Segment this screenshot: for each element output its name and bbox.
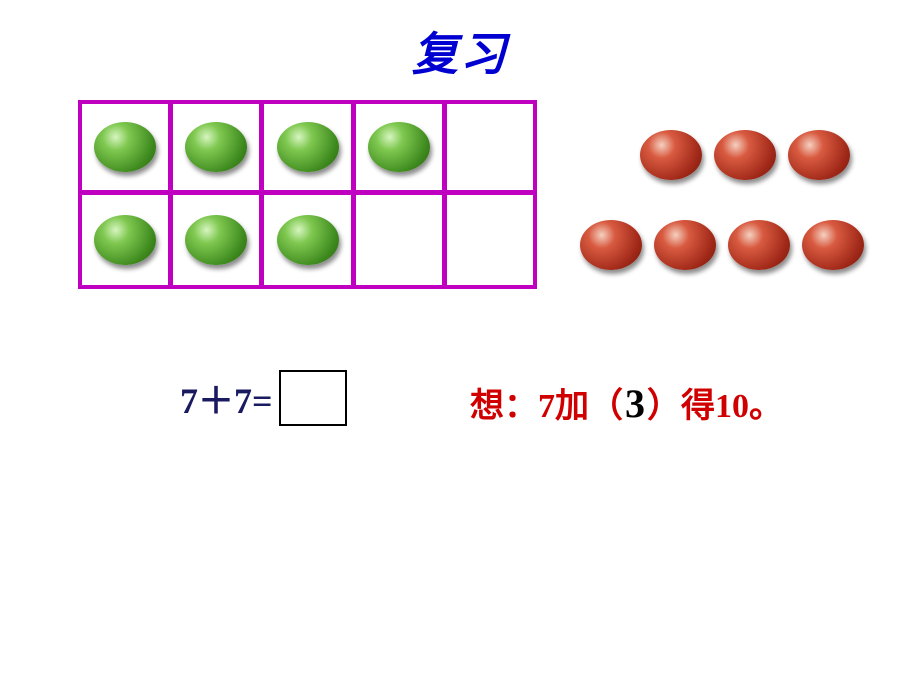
ten-frame-cell (173, 195, 264, 286)
ten-frame-cell (82, 104, 173, 190)
page-title: 复习 (0, 18, 920, 84)
red-dot (640, 130, 702, 180)
think-number: 3 (623, 381, 647, 426)
red-dots-top-row (640, 130, 850, 180)
red-dot (788, 130, 850, 180)
ten-frame-cell (264, 104, 355, 190)
ten-frame (78, 100, 537, 289)
ten-frame-row-0 (82, 104, 533, 195)
think-suffix: ）得10。 (647, 388, 783, 425)
green-dot (185, 122, 247, 172)
red-dot (802, 220, 864, 270)
equation-text: 7＋7= (180, 372, 273, 424)
ten-frame-cell (356, 195, 447, 286)
green-dot (277, 215, 339, 265)
red-dot (714, 130, 776, 180)
answer-box[interactable] (279, 370, 347, 426)
ten-frame-cell (356, 104, 447, 190)
think-prefix: 想：7加（ (470, 388, 623, 425)
green-dot (368, 122, 430, 172)
green-dot (185, 215, 247, 265)
green-dot (277, 122, 339, 172)
red-dots-bottom-row (580, 220, 864, 270)
ten-frame-cell (447, 104, 533, 190)
green-dot (94, 122, 156, 172)
equation: 7＋7= (180, 370, 347, 426)
ten-frame-cell (264, 195, 355, 286)
ten-frame-row-1 (82, 195, 533, 286)
green-dot (94, 215, 156, 265)
think-text: 想：7加（3）得10。 (470, 378, 783, 427)
red-dot (654, 220, 716, 270)
ten-frame-cell (173, 104, 264, 190)
red-dot (728, 220, 790, 270)
ten-frame-cell (82, 195, 173, 286)
red-dot (580, 220, 642, 270)
ten-frame-cell (447, 195, 533, 286)
